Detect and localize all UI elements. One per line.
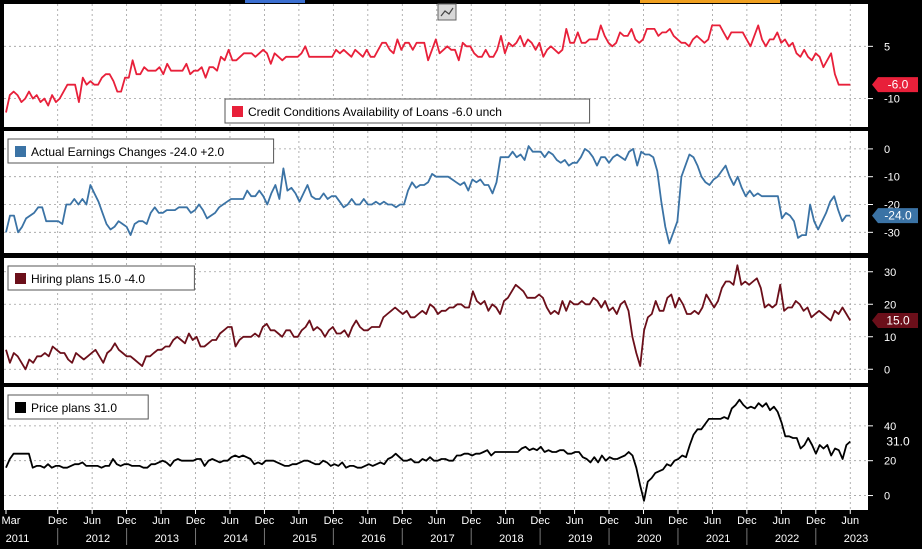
x-year-label: 2019 (568, 533, 592, 545)
x-month-label: Dec (324, 515, 344, 527)
legend-swatch (15, 273, 26, 284)
x-year-label: 2014 (223, 533, 247, 545)
x-month-label: Jun (290, 515, 308, 527)
x-month-label: Jun (428, 515, 446, 527)
x-month-label: Dec (393, 515, 413, 527)
top-tab-blue[interactable] (245, 0, 305, 3)
y-tick-label: 20 (884, 456, 896, 468)
legend-label: Actual Earnings Changes -24.0 +2.0 (31, 145, 224, 159)
y-tick-label: -10 (884, 94, 900, 106)
legend-box (7, 265, 195, 291)
y-tick-label: 10 (884, 332, 896, 344)
x-month-label: Jun (566, 515, 584, 527)
y-tick-label: -30 (884, 227, 900, 239)
legend-box (7, 394, 149, 420)
legend-swatch (232, 106, 243, 117)
x-year-label: 2017 (430, 533, 454, 545)
x-month-label: Dec (599, 515, 619, 527)
legend-label: Price plans 31.0 (31, 401, 117, 415)
x-month-label: Jun (152, 515, 170, 527)
x-year-label: 2013 (155, 533, 179, 545)
x-year-label: 2011 (6, 533, 30, 545)
y-tick-label: 20 (884, 299, 896, 311)
legend-box (7, 138, 275, 164)
x-year-label: 2016 (361, 533, 385, 545)
x-year-label: 2018 (499, 533, 523, 545)
top-tab-orange[interactable] (640, 0, 780, 3)
x-month-label: Mar (2, 515, 21, 527)
x-month-label: Jun (841, 515, 859, 527)
last-value-badge (872, 208, 918, 224)
y-tick-label: 5 (884, 41, 890, 53)
legend-box (224, 98, 591, 124)
y-tick-label: 30 (884, 267, 896, 279)
last-value-label: -24.0 (884, 209, 912, 223)
series-line-credit (5, 24, 851, 113)
y-tick-label: 40 (884, 421, 896, 433)
x-year-label: 2020 (637, 533, 661, 545)
series-line-price (5, 398, 851, 502)
y-tick-label: 0 (884, 364, 890, 376)
x-month-label: Jun (635, 515, 653, 527)
last-value-badge (872, 77, 918, 93)
y-tick-label: 0 (884, 491, 890, 503)
legend-label: Credit Conditions Availability of Loans … (248, 105, 502, 119)
x-month-label: Dec (186, 515, 206, 527)
series-line-hiring (5, 264, 852, 371)
last-value-badge (872, 434, 918, 450)
x-month-label: Dec (806, 515, 826, 527)
x-month-label: Dec (737, 515, 757, 527)
last-value-label: -6.0 (888, 78, 909, 92)
x-month-label: Dec (530, 515, 550, 527)
series-line-earnings (5, 145, 851, 245)
x-month-label: Dec (668, 515, 688, 527)
x-month-label: Dec (117, 515, 137, 527)
x-month-label: Jun (83, 515, 101, 527)
x-month-label: Dec (255, 515, 275, 527)
x-month-label: Jun (497, 515, 515, 527)
panel-price: 40 20 0 31.0 Price plans 31.0 (4, 387, 918, 510)
last-value-label: 15.0 (886, 314, 910, 328)
chart-icon[interactable] (437, 3, 457, 21)
y-tick-label: 0 (884, 144, 890, 156)
x-axis: Mar Dec Jun Dec Jun Dec Jun Dec Jun Dec Jun Dec Jun D… (2, 510, 868, 545)
x-year-label: 2023 (844, 533, 868, 545)
x-year-label: 2021 (706, 533, 730, 545)
x-month-label: Jun (221, 515, 239, 527)
panel-hiring: 30 20 10 0 15.0 Hiring plans 15.0 -4.0 (4, 258, 918, 383)
last-value-badge (872, 313, 918, 328)
legend-label: Hiring plans 15.0 -4.0 (31, 272, 145, 286)
x-year-label: 2022 (775, 533, 799, 545)
x-month-label: Jun (704, 515, 722, 527)
x-month-label: Dec (461, 515, 481, 527)
x-month-label: Dec (48, 515, 68, 527)
x-year-label: 2012 (86, 533, 110, 545)
panel-credit: 5 -10 -6.0 Credit Conditions Availability o… (4, 4, 918, 127)
x-month-label: Jun (359, 515, 377, 527)
y-tick-label: -10 (884, 172, 900, 184)
legend-swatch (15, 402, 26, 413)
x-month-label: Jun (772, 515, 790, 527)
last-value-label: 31.0 (886, 435, 910, 449)
legend-swatch (15, 146, 26, 157)
x-year-label: 2015 (292, 533, 316, 545)
